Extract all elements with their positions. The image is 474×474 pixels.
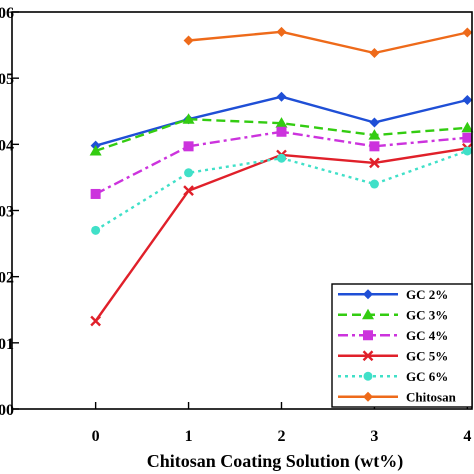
data-point <box>369 48 380 59</box>
x-tick-label: 0 <box>92 428 100 445</box>
series-3 <box>90 126 473 199</box>
y-tick-label: 01 <box>0 336 14 353</box>
legend-label: GC 3% <box>406 307 448 322</box>
data-point <box>461 121 474 133</box>
data-point <box>91 225 101 235</box>
legend-label: GC 6% <box>406 369 448 384</box>
x-tick-label: 1 <box>185 428 193 445</box>
legend-box <box>331 283 473 408</box>
series-6 <box>183 26 473 59</box>
legend-label: Chitosan <box>406 389 457 404</box>
series-line <box>94 149 468 232</box>
y-tick-label: 03 <box>0 204 14 221</box>
legend-label: GC 4% <box>406 328 448 343</box>
legend-marker <box>363 371 373 381</box>
y-tick-label: 04 <box>0 137 14 154</box>
x-tick-label: 4 <box>463 428 471 445</box>
series-line <box>188 30 468 55</box>
data-point <box>276 91 287 102</box>
series-line <box>95 117 468 153</box>
series-5 <box>91 146 472 235</box>
data-point <box>183 35 194 46</box>
legend-marker <box>362 308 374 320</box>
data-point <box>276 153 286 163</box>
legend-marker <box>362 350 374 362</box>
data-point <box>276 126 287 137</box>
data-point <box>183 185 194 196</box>
legend-marker <box>363 330 373 341</box>
data-point <box>182 113 195 124</box>
data-point <box>90 315 101 327</box>
legend-item: GC 6% <box>338 369 448 384</box>
y-tick-label: 05 <box>0 71 14 88</box>
series-2 <box>89 113 474 156</box>
data-point <box>184 168 194 178</box>
series-line <box>95 130 468 196</box>
legend-item: GC 5% <box>338 348 448 363</box>
data-point <box>369 117 380 128</box>
y-tick-label: 02 <box>0 270 14 287</box>
data-point <box>90 188 101 199</box>
data-point <box>89 144 102 156</box>
data-point <box>368 129 381 140</box>
data-point <box>276 26 287 37</box>
x-tick-label: 2 <box>277 428 285 445</box>
data-point <box>462 132 473 143</box>
data-point <box>369 141 380 152</box>
y-tick-label: 06 <box>0 5 14 22</box>
data-point <box>462 95 473 106</box>
data-point <box>369 157 380 169</box>
legend-marker <box>363 391 373 402</box>
data-point <box>462 27 473 38</box>
legend-label: GC 2% <box>406 287 448 302</box>
legend-item: Chitosan <box>338 389 457 404</box>
x-tick-label: 3 <box>370 428 378 445</box>
legend-marker <box>363 289 373 300</box>
data-point <box>275 117 288 128</box>
legend-item: GC 3% <box>338 307 448 322</box>
legend-label: GC 5% <box>406 348 448 363</box>
y-tick-label: 00 <box>0 402 14 419</box>
legend-item: GC 4% <box>338 328 448 343</box>
data-point <box>369 179 379 189</box>
data-point <box>183 141 194 152</box>
legend-item: GC 2% <box>338 287 448 302</box>
data-point <box>462 146 472 156</box>
x-axis-title: Chitosan Coating Solution (wt%) <box>147 451 404 472</box>
